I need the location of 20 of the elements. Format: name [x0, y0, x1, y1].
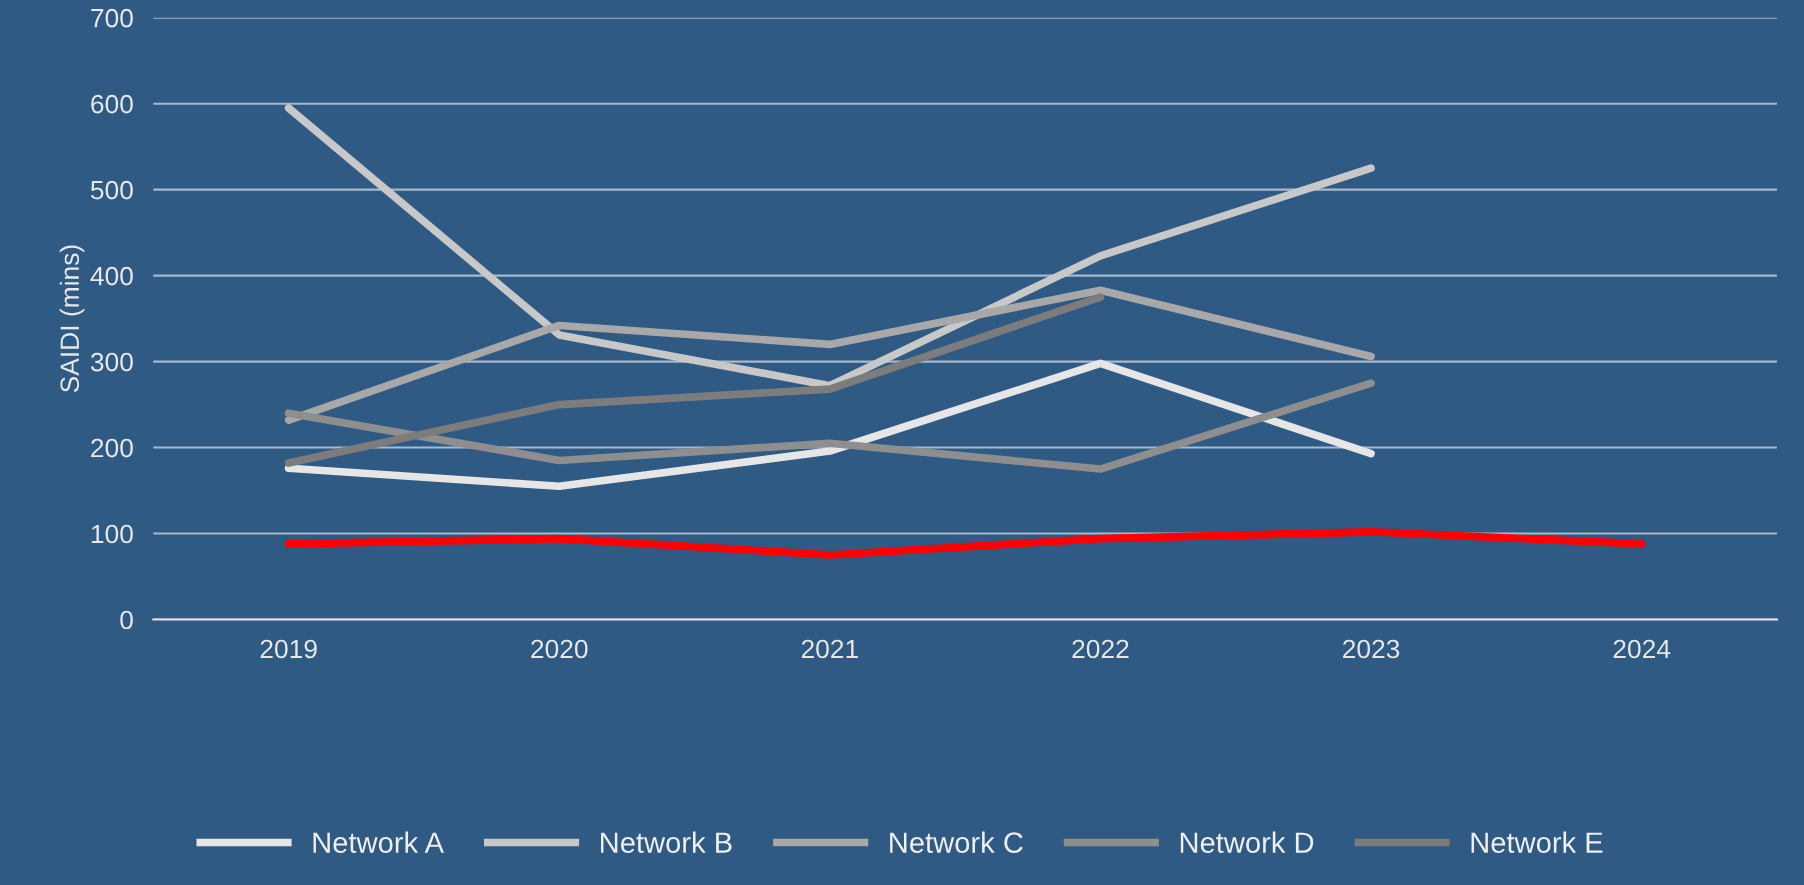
- x-tick-label: 2024: [1613, 639, 1671, 659]
- y-axis-title: SAIDI (mins): [59, 245, 85, 393]
- legend-label: Network D: [1180, 831, 1314, 853]
- legend-label: Network E: [1471, 831, 1603, 853]
- y-tick-label: 500: [90, 180, 133, 200]
- y-tick-label: 700: [91, 8, 133, 28]
- x-tick-label: 2023: [1343, 639, 1400, 659]
- legend-label: Network B: [601, 831, 732, 853]
- x-tick-label: 2022: [1072, 639, 1129, 659]
- x-tick-label: 2021: [801, 639, 858, 659]
- legend-label: Network A: [313, 831, 444, 853]
- y-tick-label: 300: [90, 352, 133, 372]
- y-tick-label: 0: [120, 610, 133, 630]
- legend-label: Network C: [890, 831, 1023, 853]
- x-tick-label: 2019: [260, 639, 317, 659]
- x-tick-label: 2020: [531, 639, 588, 659]
- y-tick-label: 400: [90, 266, 133, 286]
- y-tick-label: 100: [91, 524, 133, 544]
- y-tick-label: 600: [91, 94, 133, 114]
- y-tick-label: 200: [91, 438, 133, 458]
